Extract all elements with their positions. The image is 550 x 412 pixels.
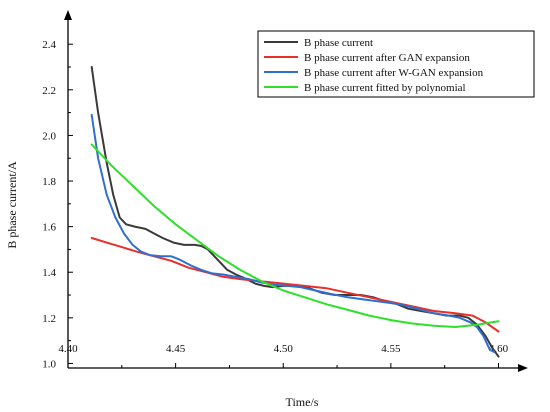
y-tick-label: 2.0: [42, 130, 56, 142]
y-tick-label: 1.8: [42, 176, 56, 188]
y-tick-label: 2.4: [42, 39, 56, 51]
legend: B phase current B phase current after GAN…: [257, 30, 535, 98]
y-axis-arrow: [64, 10, 72, 20]
x-tick-label: 4.60: [489, 343, 509, 355]
x-axis-label: Time/s: [286, 395, 319, 409]
x-axis-arrow: [518, 364, 528, 372]
legend-entry: B phase current: [304, 37, 373, 49]
series-line-b-phase-current-after-gan-expansion: [90, 237, 500, 333]
y-tick-label: 1.4: [42, 267, 56, 279]
legend-entry: B phase current fitted by polynomial: [304, 82, 466, 94]
legend-box: [257, 30, 535, 98]
x-tick-label: 4.55: [381, 343, 401, 355]
y-tick-label: 2.2: [42, 85, 56, 97]
y-tick-label: 1.2: [42, 313, 56, 325]
series-layer: [90, 66, 500, 358]
x-tick-label: 4.50: [274, 343, 294, 355]
x-tick-label: 4.40: [58, 343, 78, 355]
legend-entry: B phase current after GAN expansion: [304, 52, 470, 64]
series-line-b-phase-current-fitted-by-polynomial: [90, 143, 500, 328]
y-axis-label: B phase current/A: [5, 161, 19, 249]
axes: 4.40 4.45 4.50 4.55 4.60 1.0 1.2 1.4 1.6 1.8 2.0 2.…: [42, 10, 528, 372]
y-tick-label: 1.6: [42, 222, 56, 234]
x-tick-label: 4.45: [166, 343, 186, 355]
legend-entry: B phase current after W-GAN expansion: [304, 67, 484, 79]
y-tick-label: 1.0: [42, 358, 56, 370]
